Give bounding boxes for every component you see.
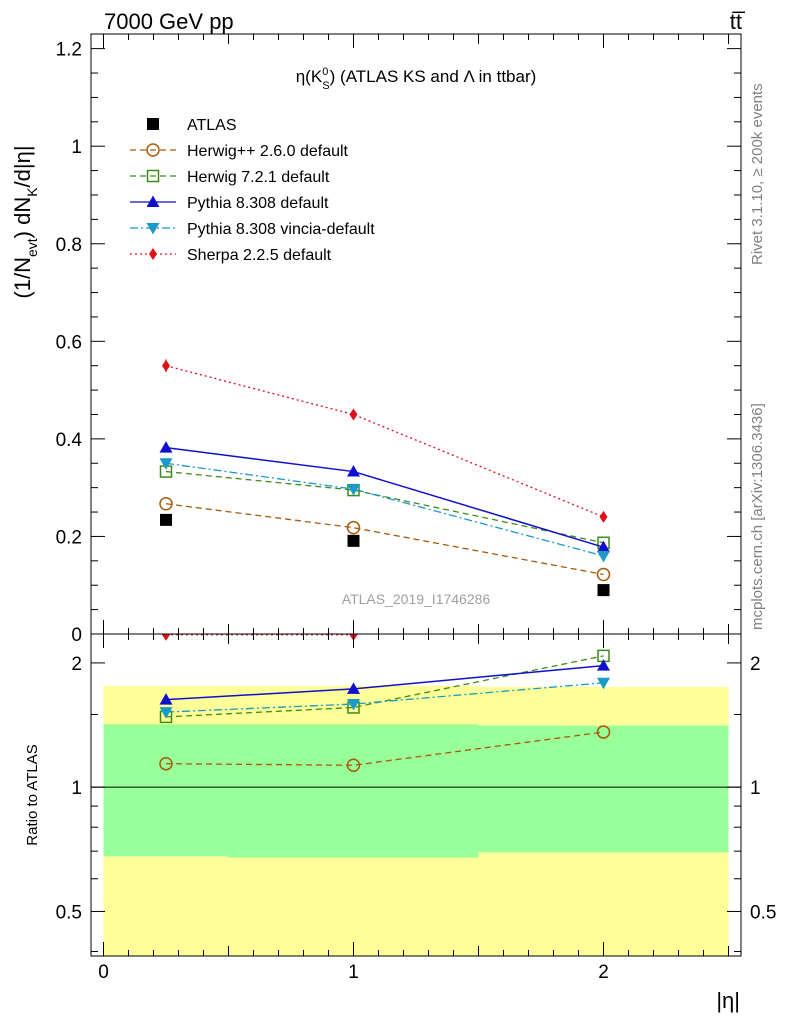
legend-label-herwig-2-6-0-default: Herwig++ 2.6.0 default bbox=[187, 143, 349, 160]
ratio-content bbox=[91, 634, 741, 956]
process-label: tt̅ bbox=[730, 9, 746, 34]
data-point-sherpa-2-2-5-default bbox=[599, 510, 608, 523]
legend-label-pythia-8-308-default: Pythia 8.308 default bbox=[187, 195, 329, 212]
ratio-y-tick-label-left: 0.5 bbox=[56, 902, 82, 923]
y-tick-label: 1.2 bbox=[56, 40, 82, 61]
y-tick-label: 0.8 bbox=[56, 235, 82, 256]
legend-label-herwig-7-2-1-default: Herwig 7.2.1 default bbox=[187, 169, 330, 186]
data-point-sherpa-2-2-5-default bbox=[162, 359, 170, 372]
y-tick-label: 0.6 bbox=[56, 332, 82, 353]
x-tick-label: 0 bbox=[98, 962, 109, 983]
ratio-point-herwig-2-6-0-default bbox=[596, 725, 611, 739]
ratio-frame bbox=[90, 633, 742, 957]
legend-marker-pythia-8-308-vincia-default bbox=[146, 223, 160, 235]
x-axis-label: |η| bbox=[716, 988, 740, 1013]
mcplots-label: mcplots.cern.ch [arXiv:1306.3436] bbox=[749, 403, 766, 630]
ratio-point-pythia-8-308-vincia-default bbox=[347, 699, 360, 711]
x-tick-label: 2 bbox=[598, 962, 609, 983]
watermark: ATLAS_2019_I1746286 bbox=[342, 591, 491, 607]
y-tick-label: 0.4 bbox=[56, 430, 83, 451]
main-ylabel: (1/Nevt) dNK/d|η| bbox=[10, 145, 40, 298]
ratio-point-herwig-2-6-0-default bbox=[159, 756, 173, 771]
legend-label-pythia-8-308-vincia-default: Pythia 8.308 vincia-default bbox=[187, 221, 375, 238]
y-tick-label: 0 bbox=[71, 625, 82, 646]
ratio-y-tick-label-left: 2 bbox=[71, 654, 82, 675]
data-point-atlas bbox=[597, 584, 610, 597]
ratio-point-sherpa-2-2-5-default bbox=[162, 634, 170, 641]
x-tick-label: 1 bbox=[348, 962, 359, 983]
legend-marker-atlas bbox=[147, 118, 159, 130]
data-point-pythia-8-308-default bbox=[347, 465, 360, 477]
ratio-ylabel: Ratio to ATLAS bbox=[24, 744, 41, 845]
data-point-pythia-8-308-default bbox=[159, 441, 173, 453]
ratio-line-herwig-7-2-1-default bbox=[165, 655, 604, 718]
uncertainty-band-inner bbox=[103, 724, 229, 857]
legend-label-atlas: ATLAS bbox=[187, 117, 237, 134]
legend-marker-sherpa-2-2-5-default bbox=[149, 248, 157, 260]
data-point-sherpa-2-2-5-default bbox=[349, 408, 358, 421]
data-point-herwig-2-6-0-default bbox=[346, 520, 361, 535]
y-tick-label: 1 bbox=[71, 137, 82, 158]
legend: ATLAS Herwig++ 2.6.0 default Herwig 7.2.1 … bbox=[130, 117, 375, 264]
ratio-point-pythia-8-308-default bbox=[597, 659, 610, 671]
legend-label-sherpa-2-2-5-default: Sherpa 2.2.5 default bbox=[187, 247, 332, 264]
ratio-point-pythia-8-308-vincia-default bbox=[597, 677, 610, 690]
ratio-point-pythia-8-308-default bbox=[159, 693, 173, 705]
ratio-panel: 0.5 0.5 1 1 2 2 0 1 2 Ratio to ATLAS |η| bbox=[24, 633, 776, 1013]
main-title: η(K0 S) (ATLAS KS and Λ in ttbar) bbox=[296, 66, 537, 92]
data-point-pythia-8-308-default bbox=[597, 540, 610, 553]
uncertainty-band-inner bbox=[228, 724, 479, 858]
data-point-pythia-8-308-vincia-default bbox=[597, 550, 610, 563]
ratio-y-tick-label-right: 2 bbox=[750, 654, 761, 675]
series-line-herwig-2-6-0-default bbox=[165, 503, 604, 576]
main-panel: 0 0.2 0.4 0.6 0.8 1 1.2 η(K0 S) (ATLAS KS and Λ… bbox=[10, 33, 742, 646]
legend-marker-herwig-7-2-1-default bbox=[146, 169, 160, 183]
y-tick-label: 0.2 bbox=[56, 527, 82, 548]
data-point-herwig-2-6-0-default bbox=[596, 567, 611, 582]
series-line-herwig-7-2-1-default bbox=[165, 470, 604, 544]
legend-marker-herwig-2-6-0-default bbox=[146, 143, 160, 157]
ratio-point-pythia-8-308-vincia-default bbox=[159, 707, 173, 719]
data-point-pythia-8-308-vincia-default bbox=[159, 458, 173, 470]
legend-marker-pythia-8-308-default bbox=[146, 195, 160, 207]
data-point-pythia-8-308-vincia-default bbox=[347, 484, 360, 496]
rivet-label: Rivet 3.1.10, ≥ 200k events bbox=[749, 83, 766, 265]
ratio-y-tick-label-left: 1 bbox=[71, 778, 82, 799]
ratio-line-herwig-2-6-0-default bbox=[165, 731, 604, 766]
ratio-point-pythia-8-308-default bbox=[347, 682, 360, 694]
ratio-y-tick-label-right: 1 bbox=[750, 778, 761, 799]
uncertainty-band-inner bbox=[478, 725, 729, 853]
ratio-point-herwig-2-6-0-default bbox=[346, 758, 361, 773]
ratio-y-tick-label-right: 0.5 bbox=[750, 902, 776, 923]
data-point-atlas bbox=[347, 534, 360, 547]
data-point-herwig-2-6-0-default bbox=[159, 497, 173, 511]
energy-label: 7000 GeV pp bbox=[104, 9, 234, 34]
data-point-atlas bbox=[160, 513, 172, 526]
